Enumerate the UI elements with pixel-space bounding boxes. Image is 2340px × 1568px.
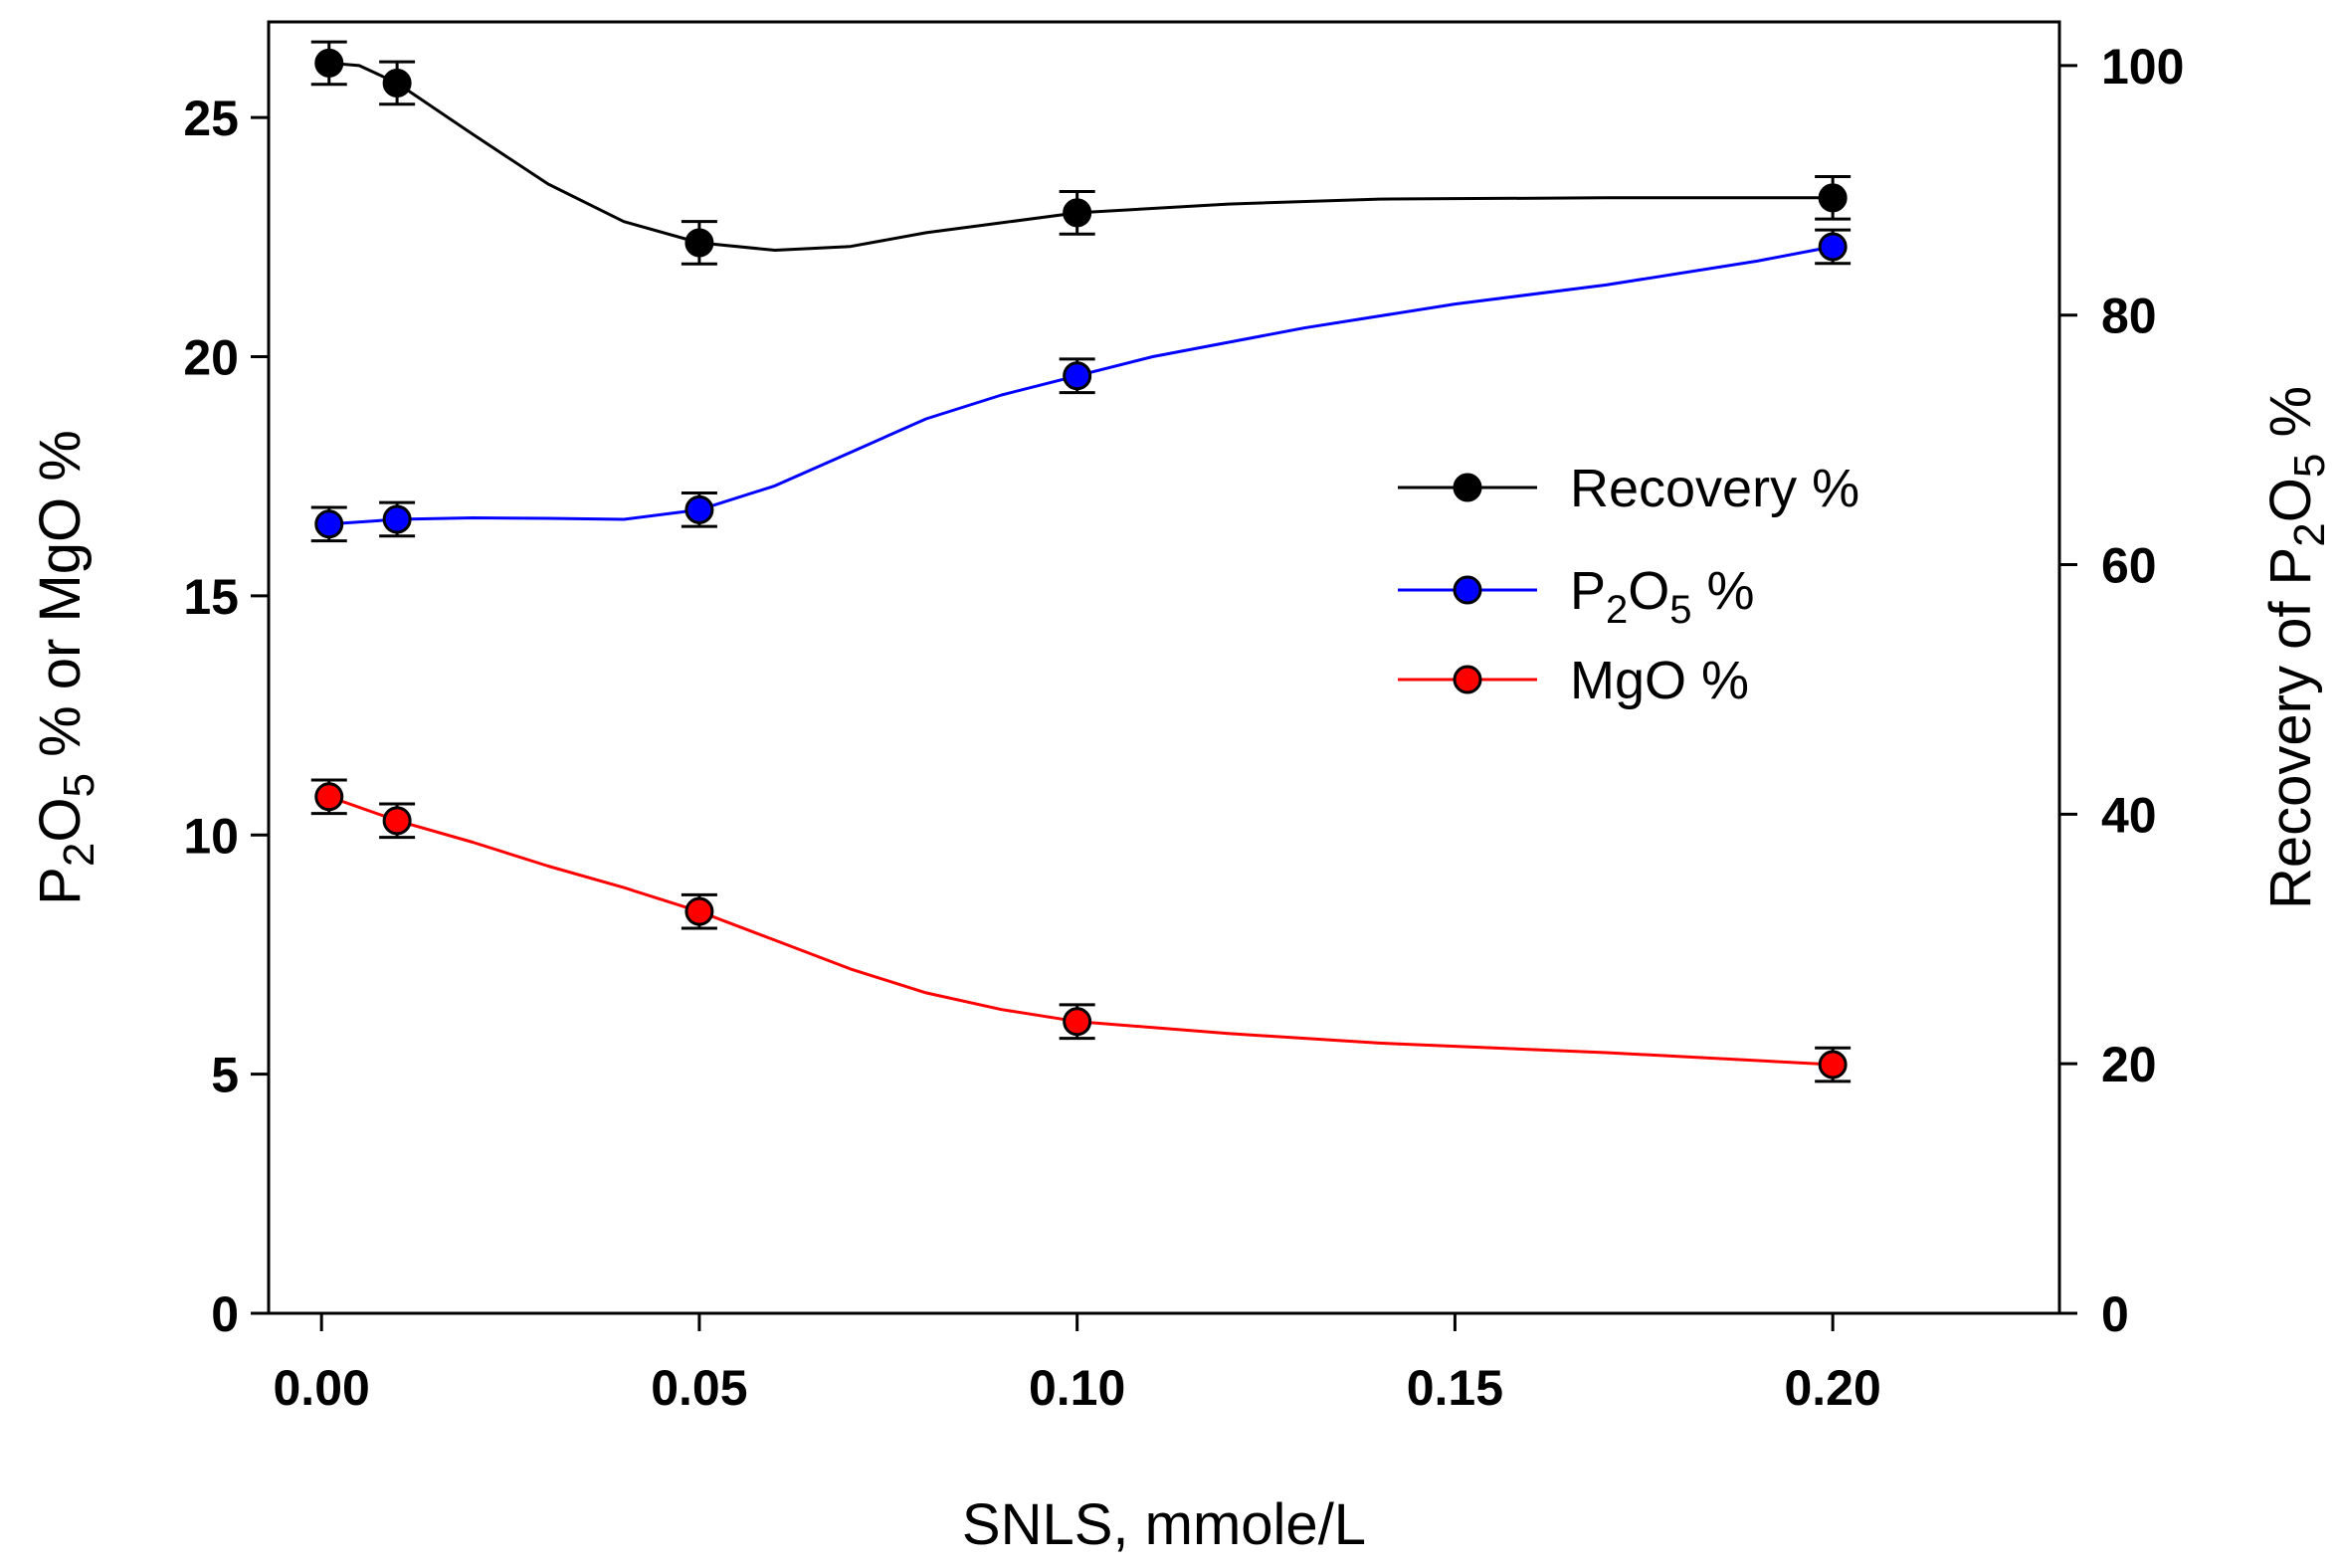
legend-label-part-2: O: [1628, 561, 1669, 621]
y-right-axis-title-part-2: O: [2258, 478, 2323, 522]
data-point: [684, 228, 714, 258]
y-left-tick-label: 5: [211, 1048, 239, 1103]
data-point: [1818, 183, 1848, 213]
y-right-tick-label: 0: [2101, 1286, 2129, 1342]
legend-label-part-1: 2: [1606, 588, 1628, 632]
legend-label-part-4: %: [1692, 561, 1755, 621]
legend-label-part-0: P: [1570, 561, 1606, 621]
data-point: [1818, 232, 1848, 262]
y-left-tick-label: 0: [211, 1286, 239, 1342]
y-right-tick-label: 100: [2101, 39, 2184, 95]
legend-label: P2O5 %: [1570, 561, 1755, 632]
y-right-tick-label: 40: [2101, 787, 2157, 843]
legend-label-part-0: Recovery %: [1570, 459, 1859, 518]
y-left-tick-label: 10: [183, 808, 239, 864]
x-tick-label: 0.00: [274, 1360, 370, 1416]
y-left-axis-title-part-2: O: [28, 798, 93, 843]
y-right-axis-title-part-0: Recovery of P: [2258, 547, 2323, 909]
y-left-tick-label: 20: [183, 330, 239, 386]
y-left-axis-title: P2O5 % or MgO %: [28, 430, 103, 905]
series-line-0: [327, 61, 1835, 252]
data-point: [382, 806, 412, 836]
x-axis-title: SNLS, mmole/L: [962, 1492, 1366, 1557]
y-right-axis-title-part-4: %: [2258, 386, 2323, 454]
series-line-2: [327, 795, 1835, 1067]
y-left-axis-title-part-1: 2: [55, 843, 103, 867]
data-point: [314, 782, 344, 812]
legend-label: MgO %: [1570, 651, 1749, 710]
data-point: [1063, 1007, 1092, 1037]
y-right-tick-label: 60: [2101, 538, 2157, 594]
legend-label-part-0: MgO %: [1570, 651, 1749, 710]
series-line-1: [327, 245, 1835, 526]
x-tick-label: 0.05: [651, 1360, 747, 1416]
legend-label: Recovery %: [1570, 459, 1859, 518]
legend-label-part-3: 5: [1669, 588, 1691, 632]
y-right-tick-label: 80: [2101, 289, 2157, 344]
plot-frame: [267, 20, 2061, 1315]
y-right-tick-label: 20: [2101, 1037, 2157, 1092]
y-right-axis-title: Recovery of P2O5 %: [2258, 386, 2334, 909]
legend-marker: [1453, 665, 1482, 694]
y-left-axis-title-part-3: 5: [55, 773, 103, 797]
data-point: [684, 896, 714, 926]
data-point: [382, 68, 412, 98]
x-tick-label: 0.15: [1407, 1360, 1503, 1416]
data-point: [314, 509, 344, 539]
data-point: [1818, 1050, 1848, 1079]
data-point: [382, 504, 412, 534]
y-right-axis-title-part-1: 2: [2285, 522, 2334, 546]
data-point: [314, 48, 344, 78]
x-tick-label: 0.20: [1784, 1360, 1880, 1416]
data-point: [1063, 361, 1092, 391]
y-left-axis-title-part-4: % or MgO %: [28, 430, 93, 773]
data-point: [684, 494, 714, 524]
y-left-axis-title-part-0: P: [28, 867, 93, 905]
y-left-tick-label: 25: [183, 91, 239, 146]
y-left-tick-label: 15: [183, 569, 239, 625]
y-right-axis-title-part-3: 5: [2285, 454, 2334, 478]
legend-marker: [1453, 575, 1482, 605]
legend-marker: [1453, 473, 1482, 502]
data-point: [1063, 198, 1092, 228]
x-tick-label: 0.10: [1029, 1360, 1125, 1416]
